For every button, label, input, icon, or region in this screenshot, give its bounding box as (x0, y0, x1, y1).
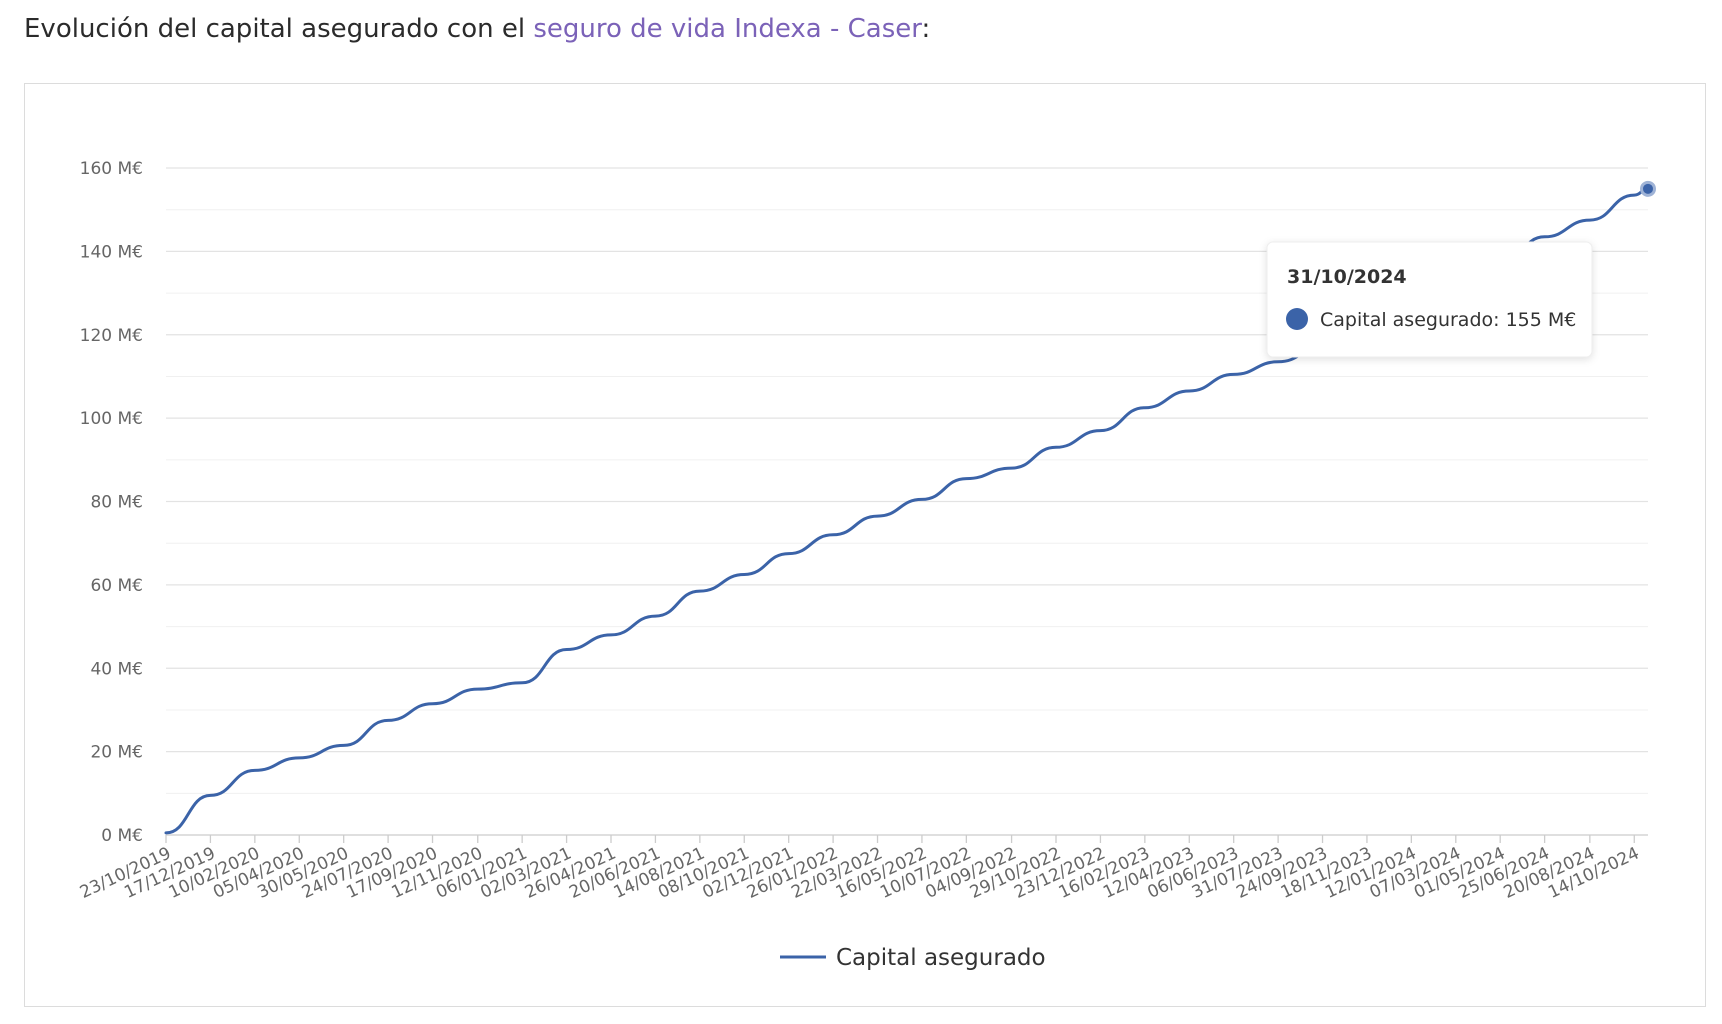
insurance-link[interactable]: seguro de vida Indexa - Caser (533, 14, 922, 44)
intro-text: Evolución del capital asegurado con el s… (24, 14, 930, 44)
y-tick-label: 60 M€ (90, 576, 143, 596)
y-tick-label: 120 M€ (80, 326, 143, 346)
intro-prefix: Evolución del capital asegurado con el (24, 14, 534, 44)
y-tick-label: 100 M€ (80, 409, 143, 429)
legend[interactable]: Capital asegurado (780, 945, 1046, 971)
y-axis-ticks: 0 M€ 20 M€ 40 M€ 60 M€ 80 M€ 100 M€ 120 M€ 140 … (80, 159, 143, 846)
grid-lines (166, 167, 1648, 794)
y-tick-label: 160 M€ (80, 159, 143, 179)
chart-frame (24, 83, 1706, 1007)
hover-point[interactable] (1640, 180, 1656, 197)
y-tick-label: 0 M€ (101, 826, 143, 846)
y-tick-label: 40 M€ (90, 659, 143, 679)
y-tick-label: 20 M€ (90, 743, 143, 763)
intro-suffix: : (921, 14, 931, 44)
tooltip-date: 31/10/2024 (1287, 266, 1407, 288)
tooltip: 31/10/2024 Capital asegurado: 155 M€ (1266, 241, 1593, 358)
y-tick-label: 140 M€ (80, 242, 143, 262)
tooltip-marker-icon (1286, 308, 1308, 330)
tooltip-value: Capital asegurado: 155 M€ (1320, 309, 1576, 331)
x-axis-ticks: 23/10/201917/12/201910/02/202005/04/2020… (77, 835, 1642, 903)
y-tick-label: 80 M€ (90, 493, 143, 513)
tooltip-box (1266, 241, 1593, 358)
legend-label[interactable]: Capital asegurado (836, 945, 1046, 971)
